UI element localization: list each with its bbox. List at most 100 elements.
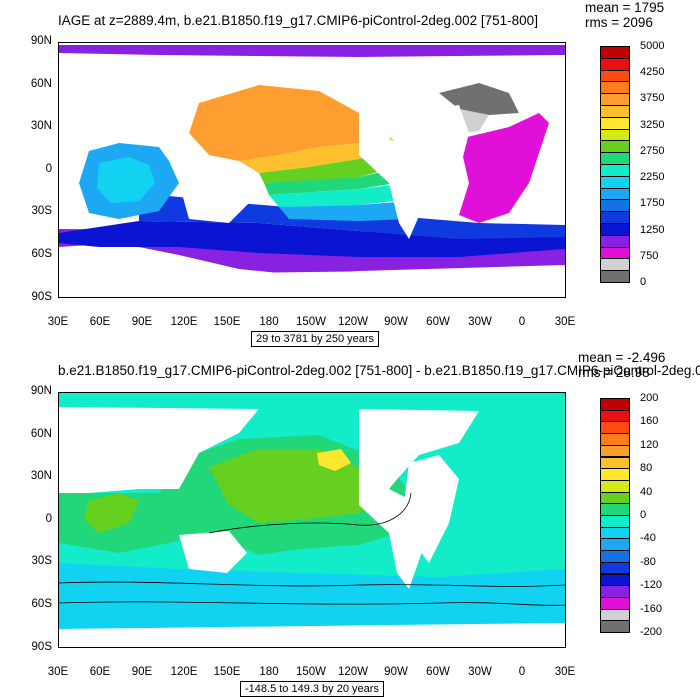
field-skyblue-south bbox=[59, 563, 565, 629]
lon-tick: 30E bbox=[47, 666, 69, 678]
stats-block: mean = -2.496 rms = 28.98 bbox=[578, 350, 665, 380]
chart-title: b.e21.B1850.f19_g17.CMIP6-piControl-2deg… bbox=[58, 363, 700, 378]
lon-tick: 150W bbox=[295, 316, 327, 328]
colorbar-label: 80 bbox=[640, 462, 653, 475]
stats-block: mean = 1795 rms = 2096 bbox=[585, 0, 664, 30]
colorbar-label: 0 bbox=[640, 509, 647, 521]
lon-tick: 30W bbox=[468, 666, 492, 678]
top-panel: IAGE at z=2889.4m, b.e21.B1850.f19_g17.C… bbox=[30, 0, 665, 347]
colorbar-label: -120 bbox=[640, 579, 663, 592]
lat-tick-90n: 90N bbox=[30, 35, 52, 47]
land-australia bbox=[179, 179, 249, 223]
land-asia bbox=[59, 55, 209, 143]
colorbar-label: 1250 bbox=[640, 223, 665, 236]
colorbar-label: 1750 bbox=[640, 197, 665, 210]
lon-tick: 90E bbox=[131, 316, 153, 328]
land-americas bbox=[359, 409, 479, 589]
lon-tick: 120E bbox=[170, 666, 198, 678]
lat-tick-0: 0 bbox=[45, 513, 52, 525]
lat-tick-60s: 60S bbox=[31, 598, 52, 610]
field-atlantic-magenta bbox=[459, 113, 549, 223]
field-arctic-purple bbox=[59, 45, 565, 57]
field-darkblue-south bbox=[59, 221, 565, 257]
field-atlantic-cyan bbox=[439, 477, 529, 553]
iage-map bbox=[59, 45, 565, 297]
lat-tick-90s: 90S bbox=[31, 641, 52, 653]
lon-tick: 30W bbox=[468, 316, 492, 328]
lat-tick-60n: 60N bbox=[30, 428, 52, 440]
mean-stat: mean = -2.496 bbox=[578, 350, 666, 365]
lat-tick-90s: 90S bbox=[31, 291, 52, 303]
colorbar-label: 750 bbox=[640, 249, 659, 262]
field-pacific-cyan bbox=[269, 183, 411, 207]
field-pacific-teal bbox=[264, 167, 409, 195]
contour-range-label: 29 to 3781 by 250 years bbox=[251, 331, 380, 347]
lon-tick: 30E bbox=[47, 316, 69, 328]
lon-tick: 60E bbox=[89, 316, 111, 328]
lat-tick-0: 0 bbox=[45, 163, 52, 175]
contour-line bbox=[59, 581, 565, 587]
lon-tick: 90W bbox=[384, 666, 408, 678]
colorbar-cell bbox=[600, 270, 630, 283]
colorbar-label: 0 bbox=[640, 276, 647, 288]
field-pacific-skyblue bbox=[279, 201, 411, 221]
map-plot bbox=[58, 392, 566, 648]
rms-stat: rms = 2096 bbox=[585, 15, 653, 30]
colorbar-label: 3750 bbox=[640, 92, 665, 105]
colorbar-label: 5000 bbox=[640, 40, 665, 52]
colorbar-label: 2250 bbox=[640, 171, 665, 184]
lon-tick: 30E bbox=[554, 666, 576, 678]
contour-line bbox=[208, 492, 412, 534]
lon-tick: 150E bbox=[213, 316, 241, 328]
field-pacific-orange bbox=[189, 85, 389, 161]
lat-tick-60s: 60S bbox=[31, 248, 52, 260]
lon-tick: 0 bbox=[518, 666, 526, 678]
lat-tick-30n: 30N bbox=[30, 120, 52, 132]
colorbar-label: 40 bbox=[640, 485, 653, 498]
lat-tick-60n: 60N bbox=[30, 78, 52, 90]
lon-tick: 150E bbox=[213, 666, 241, 678]
colorbar-label: -200 bbox=[640, 626, 663, 638]
land-americas bbox=[359, 57, 449, 239]
colorbar-label: 2750 bbox=[640, 144, 665, 157]
contour-range-label: -148.5 to 149.3 by 20 years bbox=[240, 681, 384, 697]
lon-tick: 90E bbox=[131, 666, 153, 678]
colorbar-label: 160 bbox=[640, 415, 659, 428]
bottom-panel: b.e21.B1850.f19_g17.CMIP6-piControl-2deg… bbox=[0, 350, 700, 700]
colorbar-label: -40 bbox=[640, 532, 656, 545]
mean-stat: mean = 1795 bbox=[585, 0, 665, 15]
colorbar-label: 120 bbox=[640, 438, 659, 451]
lon-tick: 120E bbox=[170, 316, 198, 328]
colorbar-label: 3250 bbox=[640, 118, 665, 131]
land-australia bbox=[179, 531, 247, 573]
colorbar-label: -80 bbox=[640, 555, 656, 568]
field-yellow-patch bbox=[317, 449, 351, 471]
field-indian-light bbox=[97, 157, 155, 203]
lat-tick-30s: 30S bbox=[31, 205, 52, 217]
lon-tick: 120W bbox=[337, 666, 369, 678]
map-plot bbox=[58, 42, 566, 298]
land-antarctica bbox=[59, 269, 565, 297]
lat-tick-30n: 30N bbox=[30, 470, 52, 482]
land-antarctica bbox=[59, 623, 565, 647]
lon-tick: 30E bbox=[554, 316, 576, 328]
field-green-pacific bbox=[209, 449, 389, 523]
lat-tick-90n: 90N bbox=[30, 385, 52, 397]
lon-tick: 60E bbox=[89, 666, 111, 678]
rms-stat: rms = 28.98 bbox=[578, 365, 650, 380]
colorbar-cell bbox=[600, 620, 630, 633]
difference-map bbox=[59, 393, 565, 647]
colorbar-label: 200 bbox=[640, 392, 659, 404]
lon-tick: 0 bbox=[518, 316, 526, 328]
field-arctic-cyan bbox=[59, 395, 565, 405]
lon-tick: 90W bbox=[384, 316, 408, 328]
lon-tick: 60W bbox=[426, 666, 450, 678]
chart-title: IAGE at z=2889.4m, b.e21.B1850.f19_g17.C… bbox=[58, 13, 538, 28]
lon-tick: 120W bbox=[337, 316, 369, 328]
colorbar-label: 4250 bbox=[640, 66, 665, 79]
contour-line bbox=[59, 601, 565, 606]
colorbar-label: -160 bbox=[640, 602, 663, 615]
lon-tick: 180 bbox=[259, 316, 279, 328]
lat-tick-30s: 30S bbox=[31, 555, 52, 567]
field-green-indian bbox=[84, 493, 139, 533]
